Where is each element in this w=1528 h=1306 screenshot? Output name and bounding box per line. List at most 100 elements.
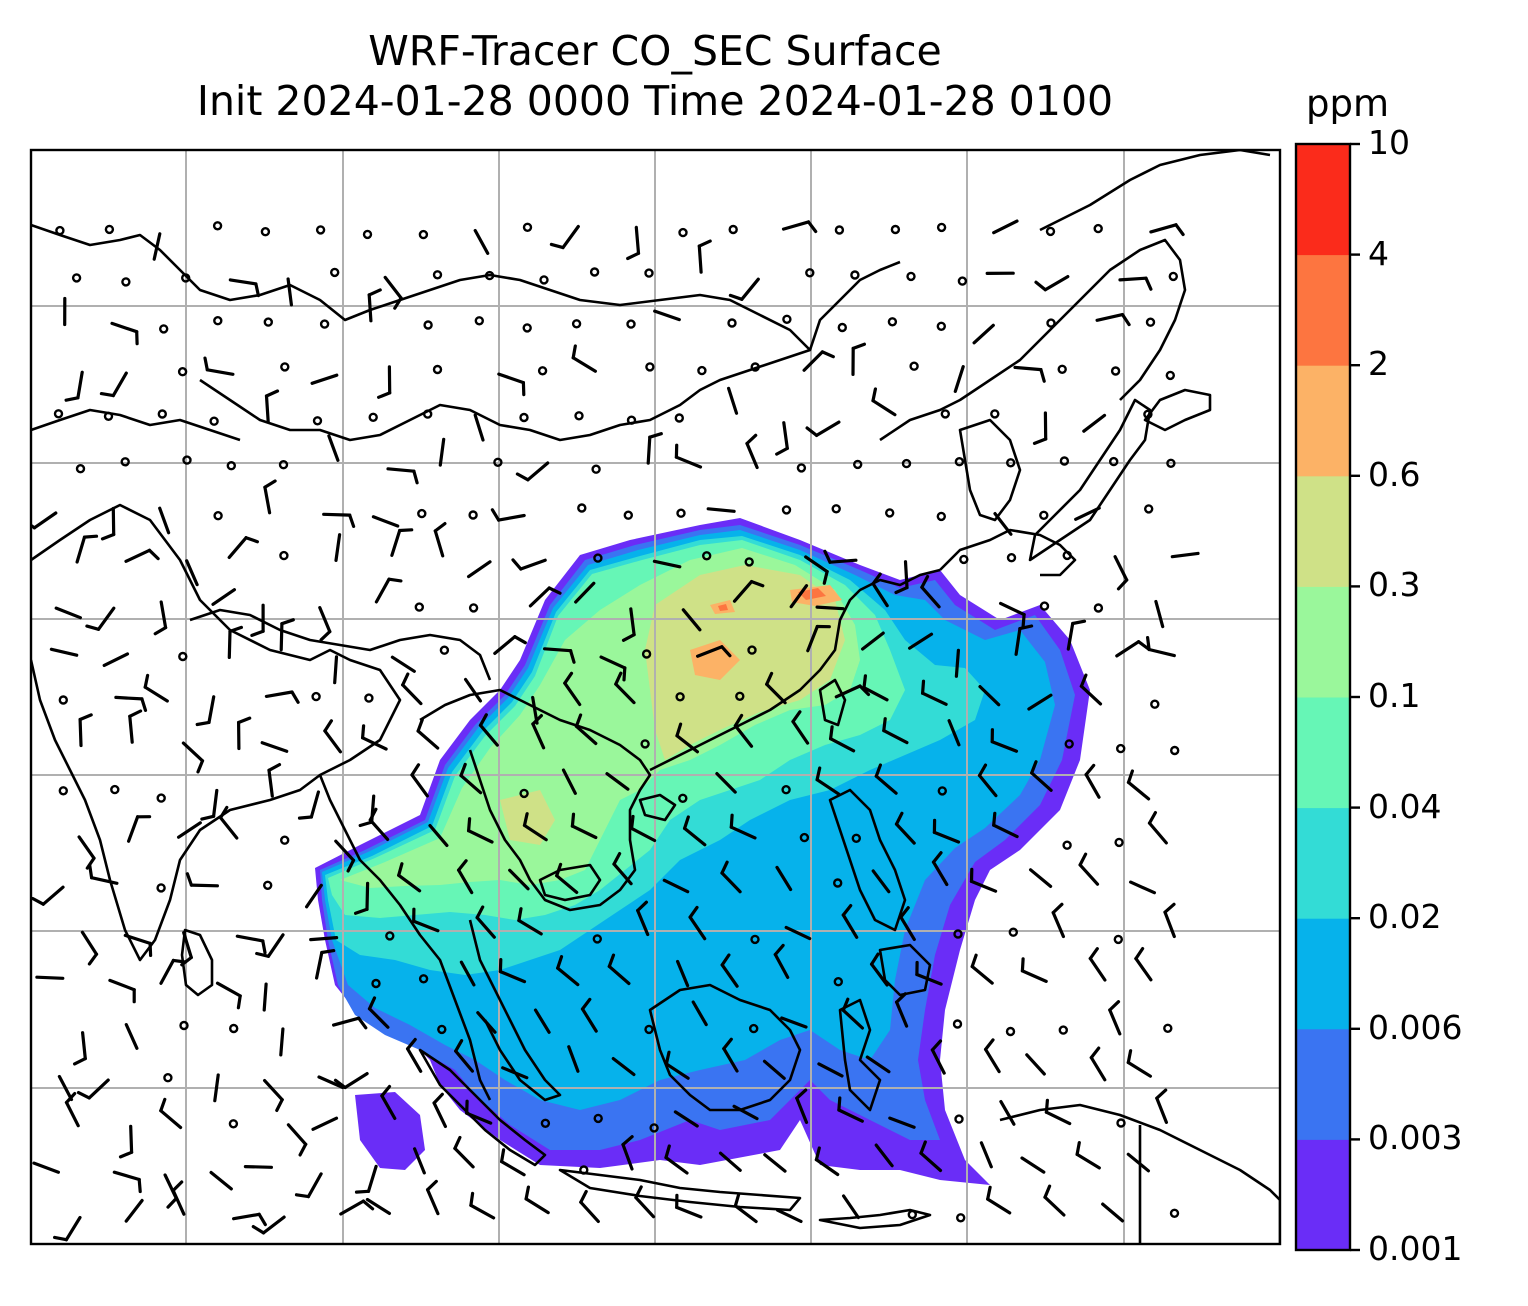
calm-wind-marker xyxy=(952,1019,963,1029)
wind-barb xyxy=(1020,1156,1046,1174)
wind-barb xyxy=(1027,693,1053,711)
wind-barb xyxy=(128,709,143,744)
calm-wind-marker xyxy=(418,229,429,240)
calm-wind-marker xyxy=(468,603,479,613)
calm-wind-marker xyxy=(593,553,603,563)
wind-barb xyxy=(383,275,403,310)
wind-barb xyxy=(1126,769,1151,801)
wind-barb xyxy=(49,647,79,657)
wind-barb xyxy=(874,763,898,795)
calm-wind-marker xyxy=(702,551,712,561)
wind-barb xyxy=(294,1172,323,1199)
coast-bohai-russia xyxy=(879,238,1187,442)
wind-barb xyxy=(781,220,818,234)
calm-wind-marker xyxy=(850,270,860,280)
wind-barb xyxy=(983,1038,1001,1074)
wind-barb xyxy=(765,671,787,705)
wind-barb xyxy=(127,815,152,843)
wind-barb xyxy=(406,1037,423,1073)
wind-barb xyxy=(834,684,871,699)
wind-barb xyxy=(232,1212,267,1227)
wind-barb xyxy=(1126,1049,1153,1078)
calm-wind-marker xyxy=(279,550,289,561)
wind-barb xyxy=(75,534,99,564)
coast-china-east xyxy=(939,528,1077,577)
wind-barb xyxy=(467,560,492,579)
calm-wind-marker xyxy=(885,508,895,518)
wind-barb xyxy=(433,521,447,558)
wind-barb xyxy=(784,925,812,941)
wind-barb xyxy=(695,645,732,658)
calm-wind-marker xyxy=(1143,504,1154,514)
calm-wind-marker xyxy=(853,459,863,470)
calm-wind-marker xyxy=(311,691,321,702)
wind-barb xyxy=(473,228,490,255)
calm-wind-marker xyxy=(831,504,841,514)
wind-barb xyxy=(789,584,809,609)
colorbar-segment xyxy=(1296,918,1350,1030)
wind-barb xyxy=(1108,1000,1122,1036)
calm-wind-marker xyxy=(1145,317,1156,327)
wind-barb xyxy=(305,883,323,909)
calm-wind-marker xyxy=(1039,601,1050,611)
wind-barb xyxy=(515,461,550,482)
wind-barb xyxy=(251,1215,286,1235)
wind-barb xyxy=(332,1016,368,1030)
wind-barb xyxy=(841,997,865,1030)
gridlines xyxy=(31,150,1280,1244)
wind-barb xyxy=(634,1185,656,1219)
wind-barb xyxy=(237,716,252,751)
wind-barb xyxy=(664,1050,690,1080)
calm-wind-marker xyxy=(936,511,946,522)
wind-barb xyxy=(894,992,909,1028)
wind-barbs xyxy=(31,219,1200,1242)
wind-barb xyxy=(153,600,168,636)
wind-barb xyxy=(467,817,494,844)
wind-barb xyxy=(1101,1202,1125,1223)
calm-wind-marker xyxy=(263,880,273,890)
coast-china-interior xyxy=(199,348,811,442)
wind-barb xyxy=(219,805,239,840)
calm-wind-marker xyxy=(593,1113,603,1124)
calm-wind-marker xyxy=(1058,1025,1069,1035)
wind-barb xyxy=(185,559,199,587)
wind-barb xyxy=(243,1164,273,1169)
calm-wind-marker xyxy=(675,692,685,702)
wind-barb xyxy=(390,655,416,673)
wind-barb xyxy=(200,788,219,821)
wind-barb xyxy=(930,1039,946,1075)
calm-wind-marker xyxy=(539,275,549,285)
wind-barb xyxy=(775,1208,803,1224)
wind-barb xyxy=(986,1185,1012,1215)
calm-wind-marker xyxy=(805,268,815,278)
wind-barb xyxy=(410,763,429,798)
calm-wind-marker xyxy=(1113,934,1124,945)
wind-barb xyxy=(992,811,1019,839)
calm-wind-marker xyxy=(644,1024,654,1035)
calm-wind-marker xyxy=(156,883,166,893)
wind-barb xyxy=(35,975,65,980)
wind-barb xyxy=(733,713,754,748)
calm-wind-marker xyxy=(750,362,760,372)
wind-barb xyxy=(947,719,961,747)
wind-barb xyxy=(837,1096,864,1123)
wind-barb xyxy=(865,1055,891,1074)
calm-wind-marker xyxy=(1110,366,1121,376)
calm-wind-marker xyxy=(1165,370,1176,381)
calm-wind-marker xyxy=(676,508,686,518)
wind-barb xyxy=(333,655,339,685)
calm-wind-marker xyxy=(1006,553,1017,563)
wind-barb xyxy=(732,579,765,603)
calm-wind-marker xyxy=(781,505,792,515)
wind-barb xyxy=(720,860,742,894)
calm-wind-marker xyxy=(623,510,633,520)
wind-barb xyxy=(361,724,388,751)
calm-wind-marker xyxy=(213,316,223,326)
wind-barb xyxy=(368,807,390,842)
wind-barb xyxy=(612,851,633,886)
wind-barb xyxy=(171,1180,186,1216)
wind-barb xyxy=(636,900,650,937)
wind-barb xyxy=(476,1011,497,1034)
wind-barb xyxy=(88,864,119,885)
wind-barb xyxy=(931,851,949,887)
